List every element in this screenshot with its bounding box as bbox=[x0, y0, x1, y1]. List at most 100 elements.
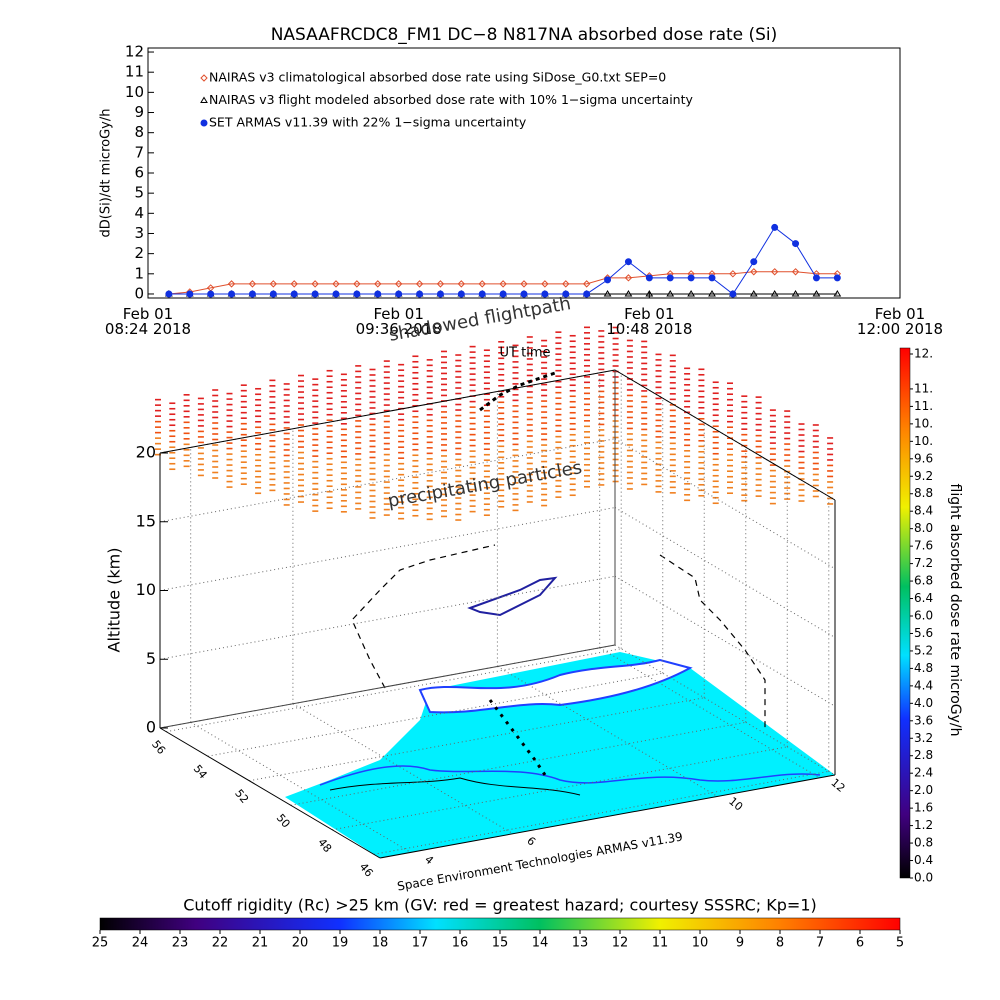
particle-dash bbox=[684, 417, 691, 419]
particle-dash bbox=[698, 439, 705, 442]
particle-dash bbox=[584, 376, 590, 378]
particle-dash bbox=[712, 430, 719, 433]
particle-dash bbox=[512, 372, 519, 374]
particle-dash bbox=[441, 477, 447, 479]
particle-dash bbox=[469, 439, 476, 441]
particle-dash bbox=[526, 495, 533, 498]
data-point bbox=[624, 274, 633, 282]
particle-dash bbox=[655, 474, 662, 477]
particle-dash bbox=[441, 427, 447, 430]
particle-dash bbox=[769, 486, 776, 488]
particle-dash bbox=[226, 475, 233, 477]
particle-dash bbox=[741, 439, 748, 441]
x-tick-label: Feb 01 08:24 2018 bbox=[105, 305, 191, 338]
particle-dash bbox=[398, 391, 405, 393]
particle-dash bbox=[340, 384, 347, 387]
particle-dash bbox=[312, 378, 319, 380]
particle-dash bbox=[784, 410, 791, 412]
particle-dash bbox=[483, 486, 490, 489]
particle-dash bbox=[555, 375, 562, 377]
particle-dash bbox=[755, 407, 762, 409]
particle-dash bbox=[569, 472, 576, 475]
particle-dash bbox=[712, 436, 719, 439]
colorbar-tick-label: 8.8 bbox=[914, 486, 933, 500]
particle-dash bbox=[669, 404, 676, 406]
data-point bbox=[436, 290, 444, 298]
particle-dash bbox=[641, 461, 648, 464]
particle-dash bbox=[598, 418, 605, 420]
particle-dash bbox=[598, 396, 605, 398]
particle-dash bbox=[727, 464, 733, 467]
particle-dash bbox=[483, 492, 490, 495]
data-point bbox=[666, 274, 674, 282]
particle-dash bbox=[426, 513, 433, 515]
grid-line bbox=[614, 644, 836, 776]
data-point bbox=[750, 258, 758, 266]
particle-dash bbox=[369, 484, 376, 486]
particle-dash bbox=[197, 430, 204, 433]
particle-dash bbox=[555, 479, 562, 482]
particle-dash bbox=[355, 464, 362, 466]
particle-dash bbox=[441, 466, 447, 468]
3d-scene bbox=[285, 371, 835, 858]
axis-line bbox=[159, 369, 616, 454]
data-point bbox=[520, 280, 528, 288]
particle-dash bbox=[255, 475, 262, 478]
particle-dash bbox=[684, 499, 691, 502]
particle-dash bbox=[669, 448, 676, 450]
particle-dash bbox=[626, 394, 633, 397]
particle-dash bbox=[283, 394, 290, 396]
particle-dash bbox=[298, 468, 304, 470]
particle-dash bbox=[612, 381, 619, 384]
particle-dash bbox=[827, 497, 834, 500]
particle-dash bbox=[555, 463, 562, 465]
particle-dash bbox=[755, 467, 762, 470]
particle-dash bbox=[469, 450, 476, 452]
particle-dash bbox=[598, 357, 605, 360]
particle-dash bbox=[555, 342, 562, 344]
grid-line bbox=[599, 647, 820, 779]
particle-dash bbox=[255, 387, 262, 390]
particle-dash bbox=[340, 472, 347, 475]
particle-dash bbox=[326, 468, 333, 471]
particle-dash bbox=[483, 376, 490, 379]
particle-dash bbox=[355, 469, 362, 472]
particle-dash bbox=[240, 477, 247, 480]
particle-dash bbox=[326, 463, 333, 466]
data-point bbox=[833, 274, 841, 282]
grid-line bbox=[190, 721, 411, 853]
particle-dash bbox=[827, 492, 834, 494]
particle-dash bbox=[498, 368, 505, 371]
particle-dash bbox=[812, 468, 819, 470]
particle-dash bbox=[655, 386, 662, 389]
particle-dash bbox=[727, 409, 733, 412]
particle-dash bbox=[584, 343, 590, 345]
particle-dash bbox=[455, 458, 462, 461]
particle-dash bbox=[398, 413, 405, 415]
particle-dash bbox=[441, 455, 447, 457]
particle-dash bbox=[526, 358, 533, 360]
colorbar-tick-label: 2.8 bbox=[914, 748, 933, 762]
particle-dash bbox=[369, 396, 376, 398]
particle-dash bbox=[383, 371, 390, 373]
particle-dash bbox=[255, 420, 262, 423]
lat-tick-label: 54 bbox=[191, 762, 210, 781]
particle-dash bbox=[784, 498, 791, 500]
particle-dash bbox=[569, 477, 576, 480]
particle-dash bbox=[698, 461, 705, 464]
particle-dash bbox=[584, 436, 590, 439]
particle-dash bbox=[469, 389, 476, 392]
particle-dash bbox=[541, 493, 548, 496]
particle-dash bbox=[398, 402, 405, 404]
particle-dash bbox=[812, 495, 819, 498]
particle-dash bbox=[612, 370, 619, 373]
legend-marker bbox=[200, 119, 208, 127]
particle-dash bbox=[240, 384, 247, 386]
particle-dash bbox=[584, 480, 590, 483]
particle-dash bbox=[769, 436, 776, 439]
colorbar bbox=[899, 347, 911, 879]
y-tick-label: 10 bbox=[125, 83, 144, 101]
colorbar-tick-label: 11 bbox=[652, 936, 669, 951]
particle-dash bbox=[569, 488, 576, 491]
particle-dash bbox=[441, 356, 447, 358]
